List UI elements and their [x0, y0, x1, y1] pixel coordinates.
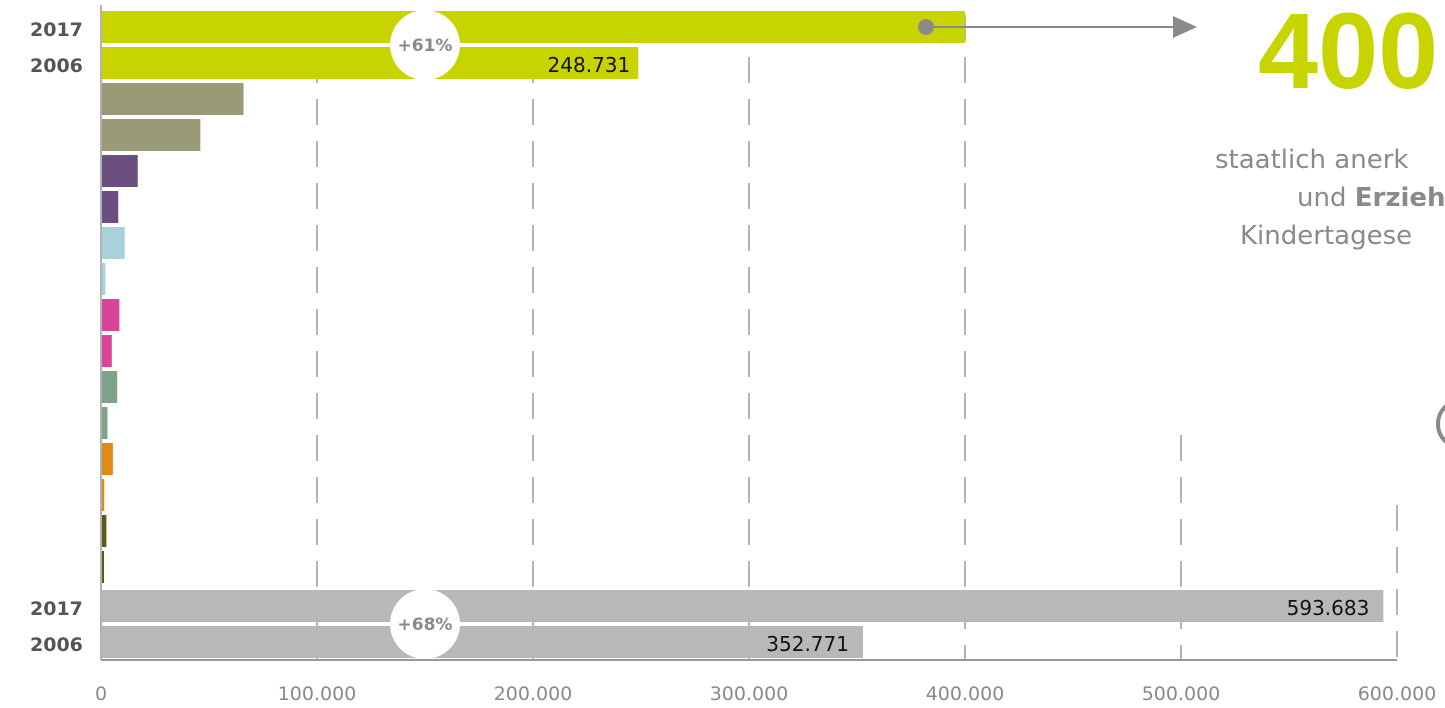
callout-line-2-bold: Erzieh: [1355, 183, 1445, 213]
x-tick-label: 400.000: [926, 683, 1005, 705]
bar: [102, 443, 113, 475]
callout-line-3: Kindertagese: [1240, 221, 1412, 251]
year-label: 2006: [30, 55, 83, 77]
x-tick-label: 0: [95, 683, 107, 705]
bar: [102, 335, 112, 367]
year-label: 2017: [30, 19, 83, 41]
x-tick-label: 500.000: [1142, 683, 1221, 705]
callout-arrow-head: [1173, 16, 1197, 38]
callout-line-1: staatlich anerk: [1215, 145, 1408, 175]
callout-line-2-regular: und: [1297, 183, 1355, 213]
bar: [102, 119, 201, 151]
bar: [102, 551, 104, 583]
year-label: 2006: [30, 634, 83, 656]
x-tick-label: 300.000: [710, 683, 789, 705]
bar: [102, 263, 106, 295]
change-badge: [390, 589, 460, 659]
bar: [102, 407, 108, 439]
year-label: 2017: [30, 598, 83, 620]
bar: [102, 47, 639, 79]
value-label: 352.771: [766, 632, 849, 656]
bar: [102, 155, 138, 187]
x-tick-label: 200.000: [494, 683, 573, 705]
x-tick-labels: 0 100.000 200.000 300.000 400.000 500.000 600.…: [95, 683, 1436, 705]
callout: 400 staatlich anerk und Erzieh Kindertag…: [918, 0, 1445, 444]
partial-circle-decoration: [1436, 404, 1445, 444]
grid-lines: [316, 15, 1398, 660]
bar: [102, 590, 1384, 622]
x-tick-label: 600.000: [1358, 683, 1437, 705]
value-label: 248.731: [548, 53, 631, 77]
bar: [102, 191, 119, 223]
callout-number: 400: [1258, 0, 1438, 111]
change-label: +61%: [398, 36, 453, 56]
bar: [102, 479, 105, 511]
bar: [102, 515, 107, 547]
callout-arrow-dot: [918, 19, 934, 35]
bar: [102, 299, 120, 331]
change-label: +68%: [398, 615, 453, 635]
bar: [102, 626, 863, 658]
bar: [102, 11, 965, 43]
change-badge: [390, 10, 460, 80]
bar: [102, 227, 125, 259]
annotations: 2017 2006 +61% 248.731 2017 2006 +68% 593.683 35…: [30, 10, 1369, 659]
callout-line-2: und Erzieh: [1297, 183, 1445, 213]
bar: [102, 371, 118, 403]
x-tick-label: 100.000: [278, 683, 357, 705]
value-label: 593.683: [1287, 596, 1370, 620]
bars: [102, 11, 1384, 658]
bar: [102, 83, 244, 115]
